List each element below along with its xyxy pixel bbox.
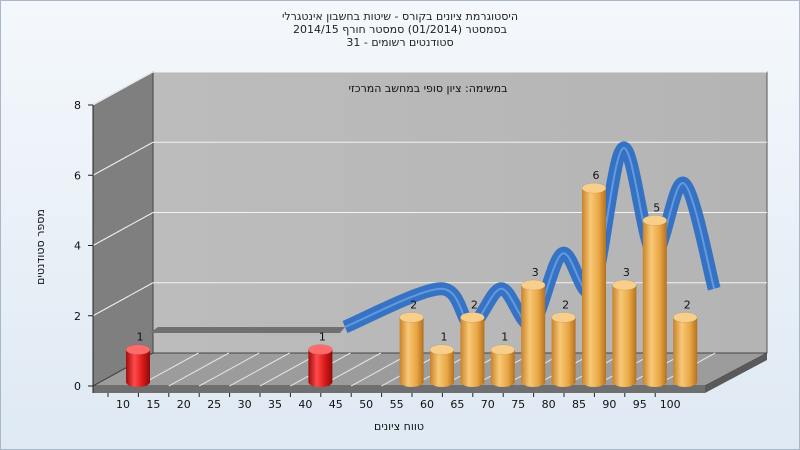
data-label-10: 1 <box>137 331 144 344</box>
x-tick-label: 80 <box>542 398 556 411</box>
grid-floor-line <box>168 352 230 387</box>
bar-100 <box>672 312 698 387</box>
bar-body <box>582 188 606 387</box>
x-tick-label: 20 <box>177 398 191 411</box>
bar-cap <box>308 344 333 355</box>
curve-flat-ribbon <box>150 327 345 333</box>
x-tick-label: 25 <box>207 398 221 411</box>
bar-body <box>126 349 150 387</box>
bar-body <box>612 285 637 387</box>
chart-title: היסטוגרמת ציונים בקורס - שיטות בחשבון אי… <box>0 10 800 49</box>
floor-edge <box>93 386 705 393</box>
grid-side-line <box>92 282 154 317</box>
data-label-60: 1 <box>441 331 448 344</box>
data-label-85: 6 <box>593 169 600 182</box>
x-tick-label: 65 <box>450 398 464 411</box>
bar-body <box>642 220 667 387</box>
grid-floor-line <box>229 352 290 387</box>
data-label-65: 2 <box>471 298 478 311</box>
grid-side-line <box>92 71 154 106</box>
data-label-75: 3 <box>532 266 539 279</box>
chart-subtitle: במשימה: ציון סופי במחשב המרכזי <box>348 82 507 95</box>
bar-10 <box>125 344 151 387</box>
title-line-1: היסטוגרמת ציונים בקורס - שיטות בחשבון אי… <box>281 10 519 23</box>
x-tick-label: 40 <box>298 398 312 411</box>
bar-95 <box>642 215 668 387</box>
x-tick-label: 60 <box>420 398 434 411</box>
bar-cap <box>581 182 607 194</box>
bar-55 <box>399 312 424 387</box>
bar-70 <box>490 344 516 387</box>
bars <box>125 182 698 387</box>
x-tick-label: 15 <box>146 398 160 411</box>
x-tick-label: 75 <box>511 398 525 411</box>
y-axis-title: מספר סטודנטים <box>34 209 47 285</box>
grid-floor-line <box>198 352 260 387</box>
bar-85 <box>581 182 607 387</box>
bar-body <box>308 349 333 387</box>
bar-cap <box>642 215 668 226</box>
data-label-95: 5 <box>653 201 660 214</box>
bar-cap <box>125 344 151 355</box>
title-line-2: בסמסטר (01/2014) סמסטר חורף 2014/15 <box>293 23 507 36</box>
y-tick-label: 8 <box>74 99 81 112</box>
data-labels: 1 1 2 1 2 1 3 2 6 3 5 2 <box>137 169 691 344</box>
bar-cap <box>551 312 576 323</box>
y-tick-label: 0 <box>74 380 81 393</box>
data-label-90: 3 <box>623 266 630 279</box>
title-line-3: סטודנטים רשומים - 31 <box>346 36 454 49</box>
x-tick-label: 90 <box>602 398 616 411</box>
x-tick-label: 35 <box>268 398 282 411</box>
bar-cap <box>399 312 424 323</box>
x-tick-label: 30 <box>238 398 252 411</box>
bar-cap <box>612 279 637 291</box>
bar-cap <box>460 312 485 323</box>
data-label-100: 2 <box>684 298 691 311</box>
data-label-80: 2 <box>562 298 569 311</box>
x-tick-label: 85 <box>572 398 586 411</box>
x-tick-label: 10 <box>116 398 130 411</box>
grid-side-line <box>92 141 154 176</box>
bar-body <box>430 349 454 387</box>
bar-40 <box>308 344 333 387</box>
bar-cap <box>429 344 455 355</box>
y-tick-label: 4 <box>74 240 81 253</box>
bar-75 <box>520 279 546 387</box>
data-label-55: 2 <box>410 298 417 311</box>
data-label-70: 1 <box>501 331 508 344</box>
x-tick-label: 55 <box>390 398 404 411</box>
bar-60 <box>429 344 455 387</box>
bar-body <box>521 285 546 387</box>
bar-cap <box>490 344 516 355</box>
floor-edge-side <box>705 353 767 393</box>
y-tick-label: 2 <box>74 310 81 323</box>
bar-cap <box>672 312 698 323</box>
grid-side-line <box>92 212 154 246</box>
bar-body <box>673 317 698 387</box>
data-label-40: 1 <box>319 331 326 344</box>
x-tick-label: 100 <box>660 398 681 411</box>
bar-body <box>460 317 485 387</box>
x-tick-label: 45 <box>329 398 343 411</box>
x-tick-label: 70 <box>481 398 495 411</box>
x-tick-label: 50 <box>359 398 373 411</box>
bar-65 <box>460 312 485 387</box>
bar-body <box>551 317 576 387</box>
x-axis-title: טווח ציונים <box>374 420 424 433</box>
bar-body <box>490 349 515 387</box>
bar-body <box>399 317 424 387</box>
bar-90 <box>612 279 637 387</box>
bar-cap <box>520 279 546 291</box>
x-tick-label: 95 <box>633 398 647 411</box>
bar-80 <box>551 312 576 387</box>
y-tick-label: 6 <box>74 169 81 182</box>
